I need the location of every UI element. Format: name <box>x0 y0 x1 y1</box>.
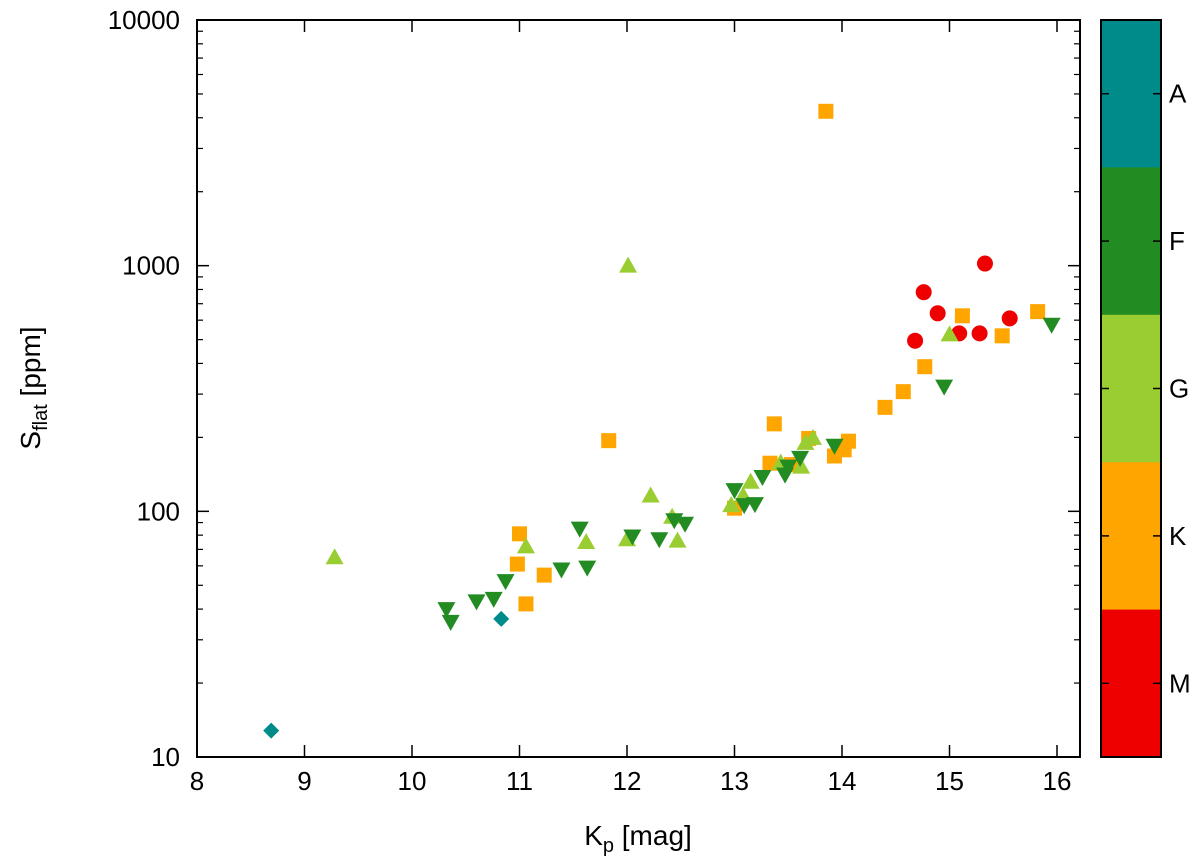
data-point-k <box>601 433 617 449</box>
x-tick-label: 13 <box>720 766 749 796</box>
x-tick-label: 15 <box>935 766 964 796</box>
data-point-g <box>803 428 822 445</box>
data-point-k <box>994 328 1010 344</box>
data-point-g <box>641 486 660 503</box>
data-point-f <box>735 498 754 515</box>
data-point-g <box>619 256 638 273</box>
data-point-a <box>263 722 280 739</box>
data-point-g <box>722 496 741 513</box>
points-layer <box>263 103 1061 739</box>
colorbar: A F G K M <box>1100 19 1191 758</box>
data-point-f <box>484 591 503 608</box>
colorbar-label: G <box>1169 374 1189 404</box>
colorbar-segment-g <box>1101 314 1161 463</box>
data-point-m <box>907 332 924 349</box>
data-point-f <box>437 602 456 619</box>
data-point-k <box>509 556 525 572</box>
colorbar-label: M <box>1169 668 1191 698</box>
data-point-f <box>725 483 744 500</box>
data-point-k <box>766 416 782 432</box>
data-point-g <box>516 537 535 554</box>
x-tick-label: 16 <box>1043 766 1072 796</box>
data-point-f <box>779 459 798 476</box>
data-point-k <box>1030 304 1046 320</box>
x-tick-label: 14 <box>828 766 857 796</box>
data-point-m <box>971 325 988 342</box>
data-point-k <box>877 399 893 415</box>
colorbar-label: A <box>1169 79 1187 109</box>
data-point-g <box>577 533 596 550</box>
data-point-k <box>840 433 856 449</box>
data-point-g <box>325 548 344 565</box>
x-tick-label: 9 <box>297 766 311 796</box>
labels-layer: 8 9 10 11 12 13 14 15 16 10 100 1000 10000 <box>108 5 1072 796</box>
y-tick-label: 10000 <box>108 5 180 35</box>
colorbar-segment-m <box>1101 609 1161 758</box>
data-point-f <box>753 469 772 486</box>
ticks-layer <box>196 19 1080 758</box>
colorbar-label: K <box>1169 521 1187 551</box>
data-point-m <box>929 305 946 322</box>
colorbar-segment-f <box>1101 167 1161 316</box>
data-point-m <box>976 255 993 272</box>
plot-frame <box>196 19 1081 758</box>
data-point-m <box>915 284 932 301</box>
data-point-g <box>796 433 815 450</box>
colorbar-segment-a <box>1101 20 1161 168</box>
colorbar-label: F <box>1169 226 1185 256</box>
data-point-k <box>954 308 970 324</box>
data-point-f <box>825 438 844 455</box>
data-point-g <box>940 325 959 342</box>
data-point-k <box>536 567 552 583</box>
data-point-f <box>1042 317 1061 334</box>
x-tick-label: 11 <box>506 766 533 796</box>
data-point-f <box>552 562 571 579</box>
x-tick-label: 10 <box>398 766 427 796</box>
data-point-f <box>467 594 486 611</box>
data-point-f <box>791 450 810 467</box>
data-point-f <box>745 497 764 514</box>
data-point-f <box>570 521 589 538</box>
data-point-k <box>895 384 911 400</box>
colorbar-segment-k <box>1101 462 1161 611</box>
y-tick-label: 10 <box>151 742 180 772</box>
y-tick-label: 100 <box>137 496 180 526</box>
data-point-k <box>818 103 834 119</box>
x-axis-title: Kp [mag] <box>584 820 692 857</box>
data-point-m <box>1001 310 1018 327</box>
data-point-k <box>518 596 534 612</box>
y-tick-label: 1000 <box>122 251 180 281</box>
data-point-f <box>496 574 515 591</box>
data-point-f <box>623 529 642 546</box>
x-tick-label: 8 <box>190 766 204 796</box>
data-point-f <box>441 614 460 631</box>
data-point-g <box>792 457 811 474</box>
data-point-f <box>676 516 695 533</box>
data-point-k <box>917 359 933 375</box>
data-point-k <box>512 526 527 542</box>
x-tick-label: 12 <box>613 766 642 796</box>
y-axis-title: Sflat [ppm] <box>15 326 52 449</box>
data-point-g <box>668 531 687 548</box>
data-point-g <box>741 472 760 489</box>
data-point-f <box>650 532 669 549</box>
data-point-f <box>935 379 954 396</box>
data-point-a <box>493 610 510 627</box>
data-point-f <box>578 560 597 577</box>
